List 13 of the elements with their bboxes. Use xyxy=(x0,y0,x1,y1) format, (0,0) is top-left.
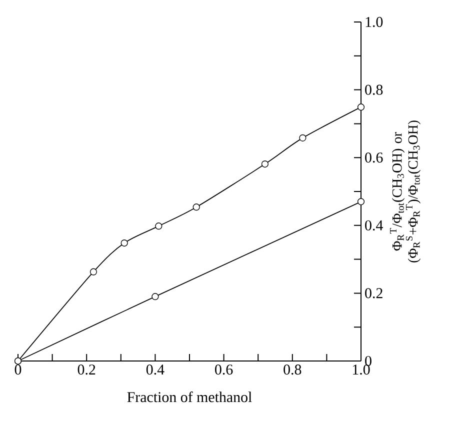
x-tick-label: 0.4 xyxy=(146,364,164,375)
x-tick-label: 0.6 xyxy=(215,364,233,375)
y-tick-label: 0.6 xyxy=(365,152,383,163)
y-tick-label: 1.0 xyxy=(366,16,383,28)
x-tick-label: 0.2 xyxy=(78,364,96,375)
y-tick-label: 0 xyxy=(365,356,372,366)
y-tick-label: 0.8 xyxy=(365,84,383,95)
y-tick-label: 0.2 xyxy=(365,288,382,298)
x-tick-label: 1.0 xyxy=(352,364,370,375)
y-tick-label: 0.4 xyxy=(365,220,383,230)
x-tick-label: 0.8 xyxy=(284,364,302,375)
x-tick-label: 0 xyxy=(14,364,22,375)
x-axis-title: Fraction of methanol xyxy=(127,392,252,402)
